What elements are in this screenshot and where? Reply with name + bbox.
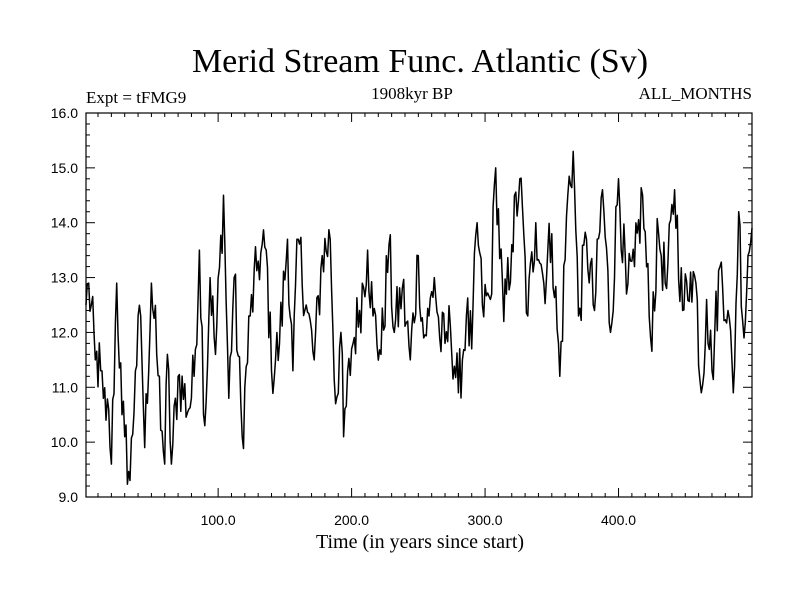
x-tick-label-0: 100.0	[201, 512, 236, 528]
x-tick-label-2: 300.0	[468, 512, 503, 528]
expt-label: Expt = tFMG9	[86, 88, 186, 107]
y-tick-label-4: 13.0	[51, 270, 78, 286]
x-tick-label-3: 400.0	[601, 512, 636, 528]
y-tick-label-2: 11.0	[52, 379, 78, 395]
y-tick-label-5: 14.0	[51, 215, 78, 231]
x-axis: 100.0 200.0 300.0 400.0	[97, 113, 740, 528]
x-tick-label-1: 200.0	[334, 512, 369, 528]
series-line	[85, 150, 753, 485]
x-axis-label: Time (in years since start)	[316, 531, 524, 553]
y-tick-label-7: 16.0	[51, 105, 78, 121]
period-label: 1908kyr BP	[371, 84, 453, 103]
y-axis: 9.0 10.0 11.0 12.0 13.0 14.0 15.0 16.0	[51, 105, 752, 505]
chart-title: Merid Stream Func. Atlantic (Sv)	[192, 43, 648, 80]
y-tick-label-1: 10.0	[51, 434, 78, 450]
y-tick-label-0: 9.0	[59, 489, 79, 505]
y-tick-label-6: 15.0	[51, 160, 78, 176]
months-label: ALL_MONTHS	[639, 84, 752, 103]
y-tick-label-3: 12.0	[51, 324, 78, 340]
